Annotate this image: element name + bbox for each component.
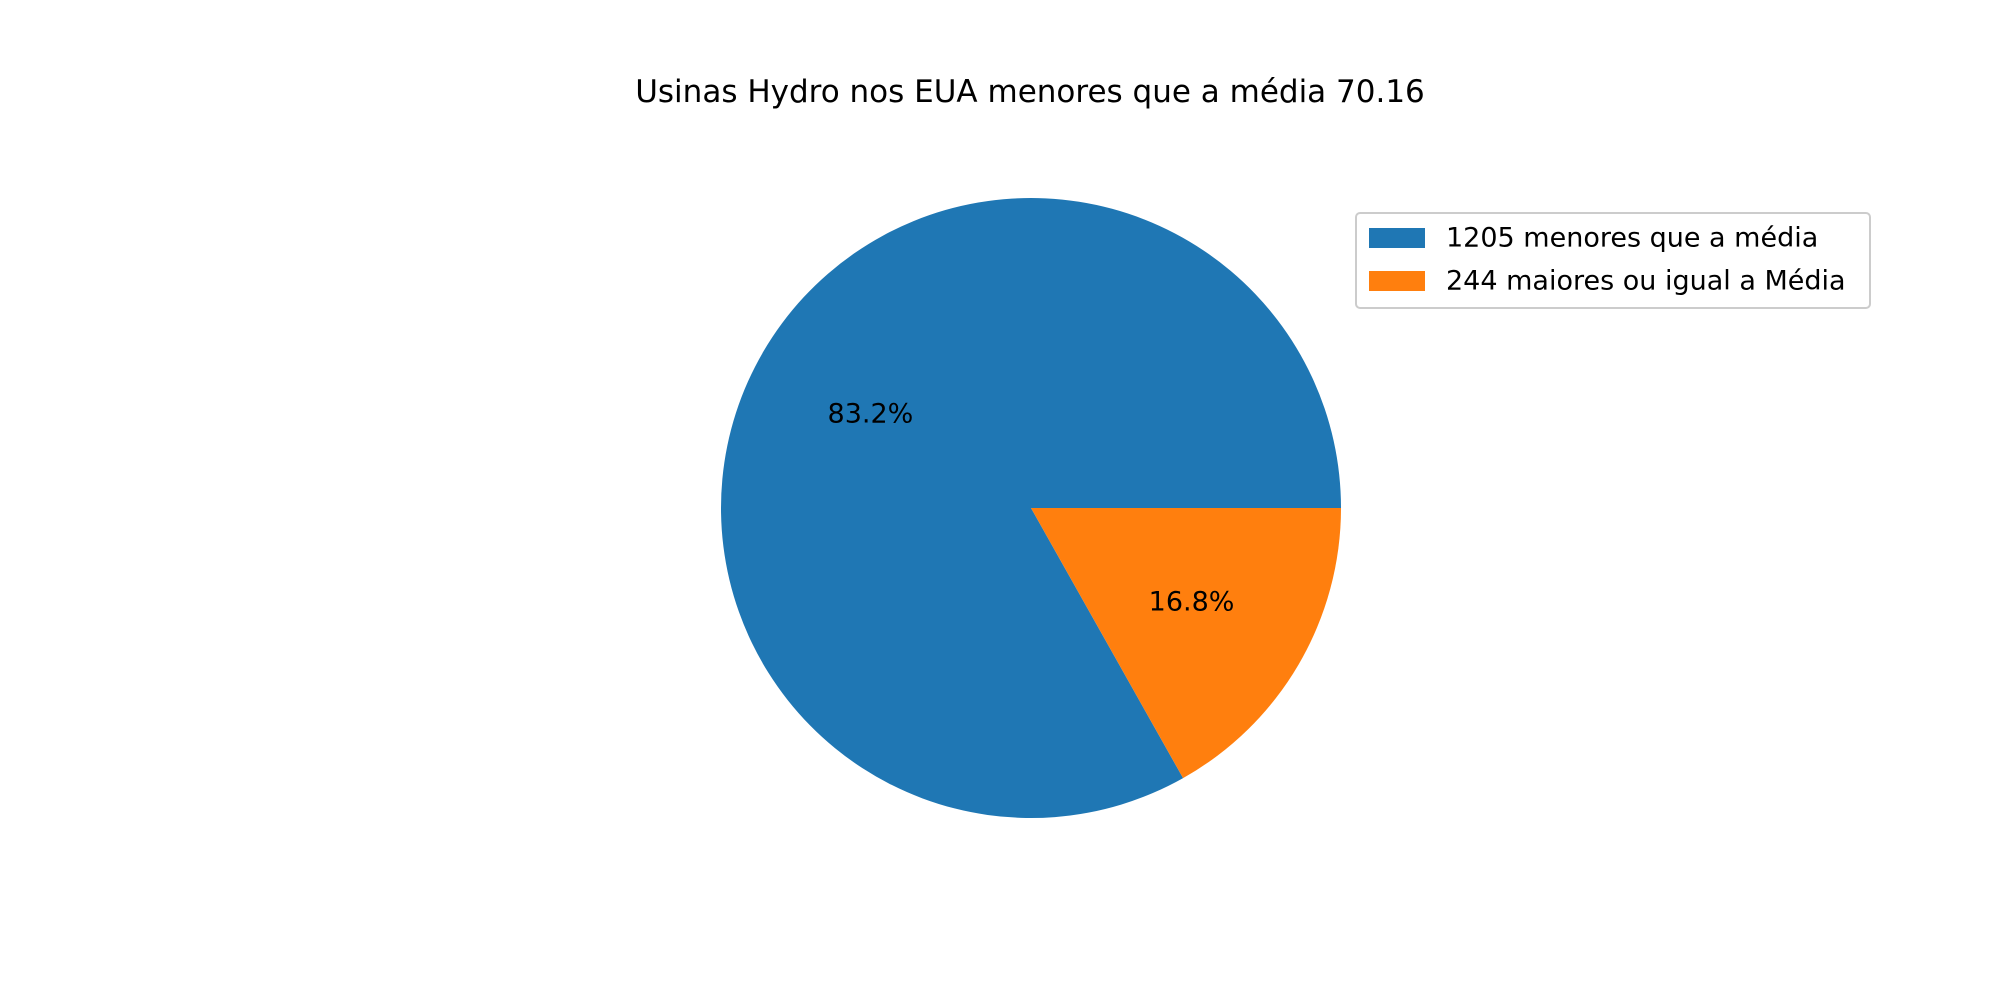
pie-percent-label-1: 83.2% <box>828 399 914 430</box>
legend-swatch-1 <box>1369 228 1425 248</box>
chart-title: Usinas Hydro nos EUA menores que a média… <box>635 74 1425 110</box>
legend-swatch-2 <box>1369 271 1425 291</box>
pie-slices <box>721 197 1341 818</box>
pie-percent-label-2: 16.8% <box>1149 586 1235 617</box>
pie-slice-2 <box>1031 508 1341 779</box>
pie-percent-labels: 83.2% 16.8% <box>828 399 1235 618</box>
legend-frame <box>1355 212 1871 309</box>
legend-label-1: 1205 menores que a média <box>1446 223 1818 254</box>
legend: 1205 menores que a média 244 maiores ou i… <box>1355 212 1871 309</box>
legend-label-2: 244 maiores ou igual a Média <box>1446 266 1846 297</box>
pie-slice-1 <box>721 197 1341 818</box>
